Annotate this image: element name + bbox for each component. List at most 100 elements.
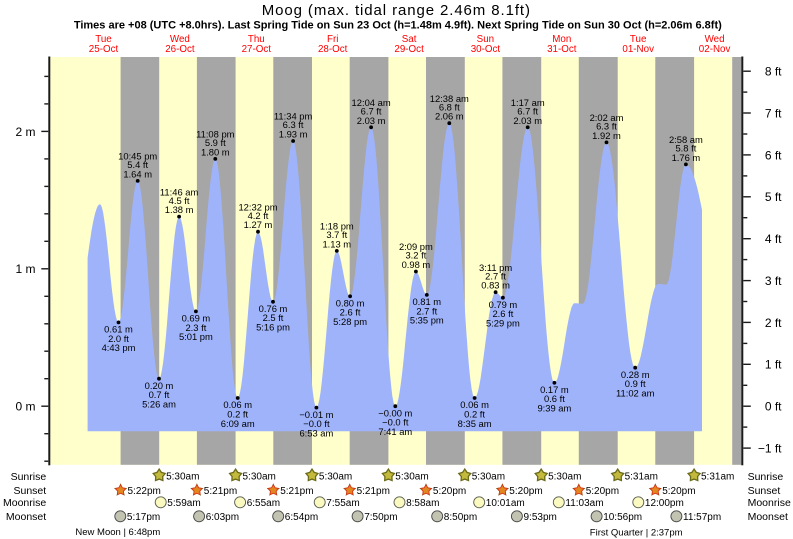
svg-text:5.4 ft: 5.4 ft <box>127 159 148 170</box>
svg-text:2 ft: 2 ft <box>765 316 782 330</box>
svg-text:2.03 m: 2.03 m <box>357 115 386 126</box>
svg-text:9:53pm: 9:53pm <box>524 512 557 523</box>
svg-text:7:41 am: 7:41 am <box>378 426 412 437</box>
svg-text:0.80 m: 0.80 m <box>336 298 365 309</box>
svg-text:5 ft: 5 ft <box>765 190 782 204</box>
svg-text:5:26 am: 5:26 am <box>142 399 176 410</box>
svg-text:7:50pm: 7:50pm <box>364 512 397 523</box>
svg-text:2 m: 2 m <box>15 125 35 139</box>
svg-text:1.93 m: 1.93 m <box>279 129 308 140</box>
svg-text:Times are +08 (UTC +8.0hrs). L: Times are +08 (UTC +8.0hrs). Last Spring… <box>74 20 722 32</box>
svg-text:Tue: Tue <box>630 34 647 45</box>
svg-text:10:56pm: 10:56pm <box>603 512 642 523</box>
svg-text:Thu: Thu <box>248 34 265 45</box>
svg-text:0.83 m: 0.83 m <box>481 280 510 291</box>
svg-text:6:09 am: 6:09 am <box>221 418 255 429</box>
svg-text:6.7 ft: 6.7 ft <box>361 106 382 117</box>
svg-text:5:29 pm: 5:29 pm <box>486 318 520 329</box>
svg-text:0.69 m: 0.69 m <box>182 313 211 324</box>
svg-text:5:21pm: 5:21pm <box>204 486 237 497</box>
svg-text:2:09 pm: 2:09 pm <box>399 241 433 252</box>
svg-text:1.38 m: 1.38 m <box>165 204 194 215</box>
svg-text:5:22pm: 5:22pm <box>128 486 161 497</box>
svg-text:6.3 ft: 6.3 ft <box>283 119 304 130</box>
svg-text:Sunset: Sunset <box>748 485 781 497</box>
svg-text:1.76 m: 1.76 m <box>672 152 701 163</box>
svg-text:3.2 ft: 3.2 ft <box>405 250 426 261</box>
svg-text:0.28 m: 0.28 m <box>621 369 650 380</box>
svg-text:11:02 am: 11:02 am <box>616 388 655 399</box>
svg-text:2.3 ft: 2.3 ft <box>185 322 206 333</box>
svg-text:Wed: Wed <box>705 34 725 45</box>
svg-text:8:50pm: 8:50pm <box>444 512 477 523</box>
svg-text:3 ft: 3 ft <box>765 274 782 288</box>
svg-text:5:21pm: 5:21pm <box>280 486 313 497</box>
svg-text:6:54pm: 6:54pm <box>285 512 318 523</box>
svg-text:5:31am: 5:31am <box>701 472 734 483</box>
svg-text:4:43 pm: 4:43 pm <box>102 342 136 353</box>
svg-text:0.6 ft: 0.6 ft <box>544 393 565 404</box>
svg-text:7:55am: 7:55am <box>326 498 359 509</box>
svg-text:New Moon | 6:48pm: New Moon | 6:48pm <box>75 527 160 538</box>
svg-text:5:30am: 5:30am <box>548 472 581 483</box>
svg-text:Moonset: Moonset <box>748 511 788 523</box>
svg-text:5.8 ft: 5.8 ft <box>675 143 696 154</box>
svg-text:8 ft: 8 ft <box>765 65 782 79</box>
svg-text:6.8 ft: 6.8 ft <box>439 101 460 112</box>
svg-text:5:17pm: 5:17pm <box>127 512 160 523</box>
svg-text:31-Oct: 31-Oct <box>547 44 577 55</box>
svg-text:2.0 ft: 2.0 ft <box>108 333 129 344</box>
svg-text:Moonset: Moonset <box>6 511 46 523</box>
svg-text:11:34 pm: 11:34 pm <box>274 111 313 122</box>
svg-text:01-Nov: 01-Nov <box>622 44 654 55</box>
svg-text:5:01 pm: 5:01 pm <box>179 331 213 342</box>
svg-text:8:58am: 8:58am <box>406 498 439 509</box>
svg-text:5:31am: 5:31am <box>625 472 658 483</box>
svg-text:Moog (max. tidal range 2.46m 8: Moog (max. tidal range 2.46m 8.1ft) <box>262 2 531 19</box>
svg-text:0.7 ft: 0.7 ft <box>149 389 170 400</box>
svg-text:11:08 pm: 11:08 pm <box>196 129 235 140</box>
svg-text:5:30am: 5:30am <box>472 472 505 483</box>
svg-text:5:28 pm: 5:28 pm <box>333 316 367 327</box>
svg-text:29-Oct: 29-Oct <box>394 44 424 55</box>
svg-text:25-Oct: 25-Oct <box>89 44 119 55</box>
svg-text:5:20pm: 5:20pm <box>433 486 466 497</box>
svg-text:4.2 ft: 4.2 ft <box>248 210 269 221</box>
svg-text:6.7 ft: 6.7 ft <box>517 106 538 117</box>
svg-text:0.17 m: 0.17 m <box>540 384 569 395</box>
svg-text:11:46 am: 11:46 am <box>160 186 199 197</box>
svg-text:0.06 m: 0.06 m <box>460 399 489 410</box>
svg-text:Mon: Mon <box>552 34 571 45</box>
svg-text:2.5 ft: 2.5 ft <box>263 312 284 323</box>
svg-text:0 m: 0 m <box>15 400 35 414</box>
svg-text:2.6 ft: 2.6 ft <box>492 308 513 319</box>
svg-text:1:17 am: 1:17 am <box>511 97 545 108</box>
svg-text:2.7 ft: 2.7 ft <box>416 305 437 316</box>
svg-text:Fri: Fri <box>327 34 338 45</box>
svg-text:5:30am: 5:30am <box>243 472 276 483</box>
svg-text:3:11 pm: 3:11 pm <box>479 262 512 273</box>
svg-text:1.92 m: 1.92 m <box>592 130 621 141</box>
svg-text:1.80 m: 1.80 m <box>201 146 230 157</box>
svg-text:5:30am: 5:30am <box>319 472 352 483</box>
svg-text:2.06 m: 2.06 m <box>435 111 464 122</box>
svg-text:12:38 am: 12:38 am <box>430 93 469 104</box>
svg-text:30-Oct: 30-Oct <box>471 44 501 55</box>
svg-text:10:45 pm: 10:45 pm <box>118 151 157 162</box>
svg-text:28-Oct: 28-Oct <box>318 44 348 55</box>
svg-text:1.27 m: 1.27 m <box>244 219 273 230</box>
svg-text:0.81 m: 0.81 m <box>412 296 441 307</box>
svg-text:1:18 pm: 1:18 pm <box>320 221 354 232</box>
svg-text:5:20pm: 5:20pm <box>586 486 619 497</box>
svg-text:1 ft: 1 ft <box>765 358 782 372</box>
svg-text:12:04 am: 12:04 am <box>352 97 391 108</box>
svg-text:11:03am: 11:03am <box>565 498 603 509</box>
svg-text:3.7 ft: 3.7 ft <box>326 229 347 240</box>
svg-text:1.64 m: 1.64 m <box>123 168 152 179</box>
svg-text:Tue: Tue <box>95 34 112 45</box>
svg-text:8:35 am: 8:35 am <box>458 418 492 429</box>
svg-text:27-Oct: 27-Oct <box>242 44 272 55</box>
svg-text:−0.0 ft: −0.0 ft <box>303 418 330 429</box>
svg-text:5:21pm: 5:21pm <box>357 486 390 497</box>
svg-text:−0.00 m: −0.00 m <box>378 407 412 418</box>
